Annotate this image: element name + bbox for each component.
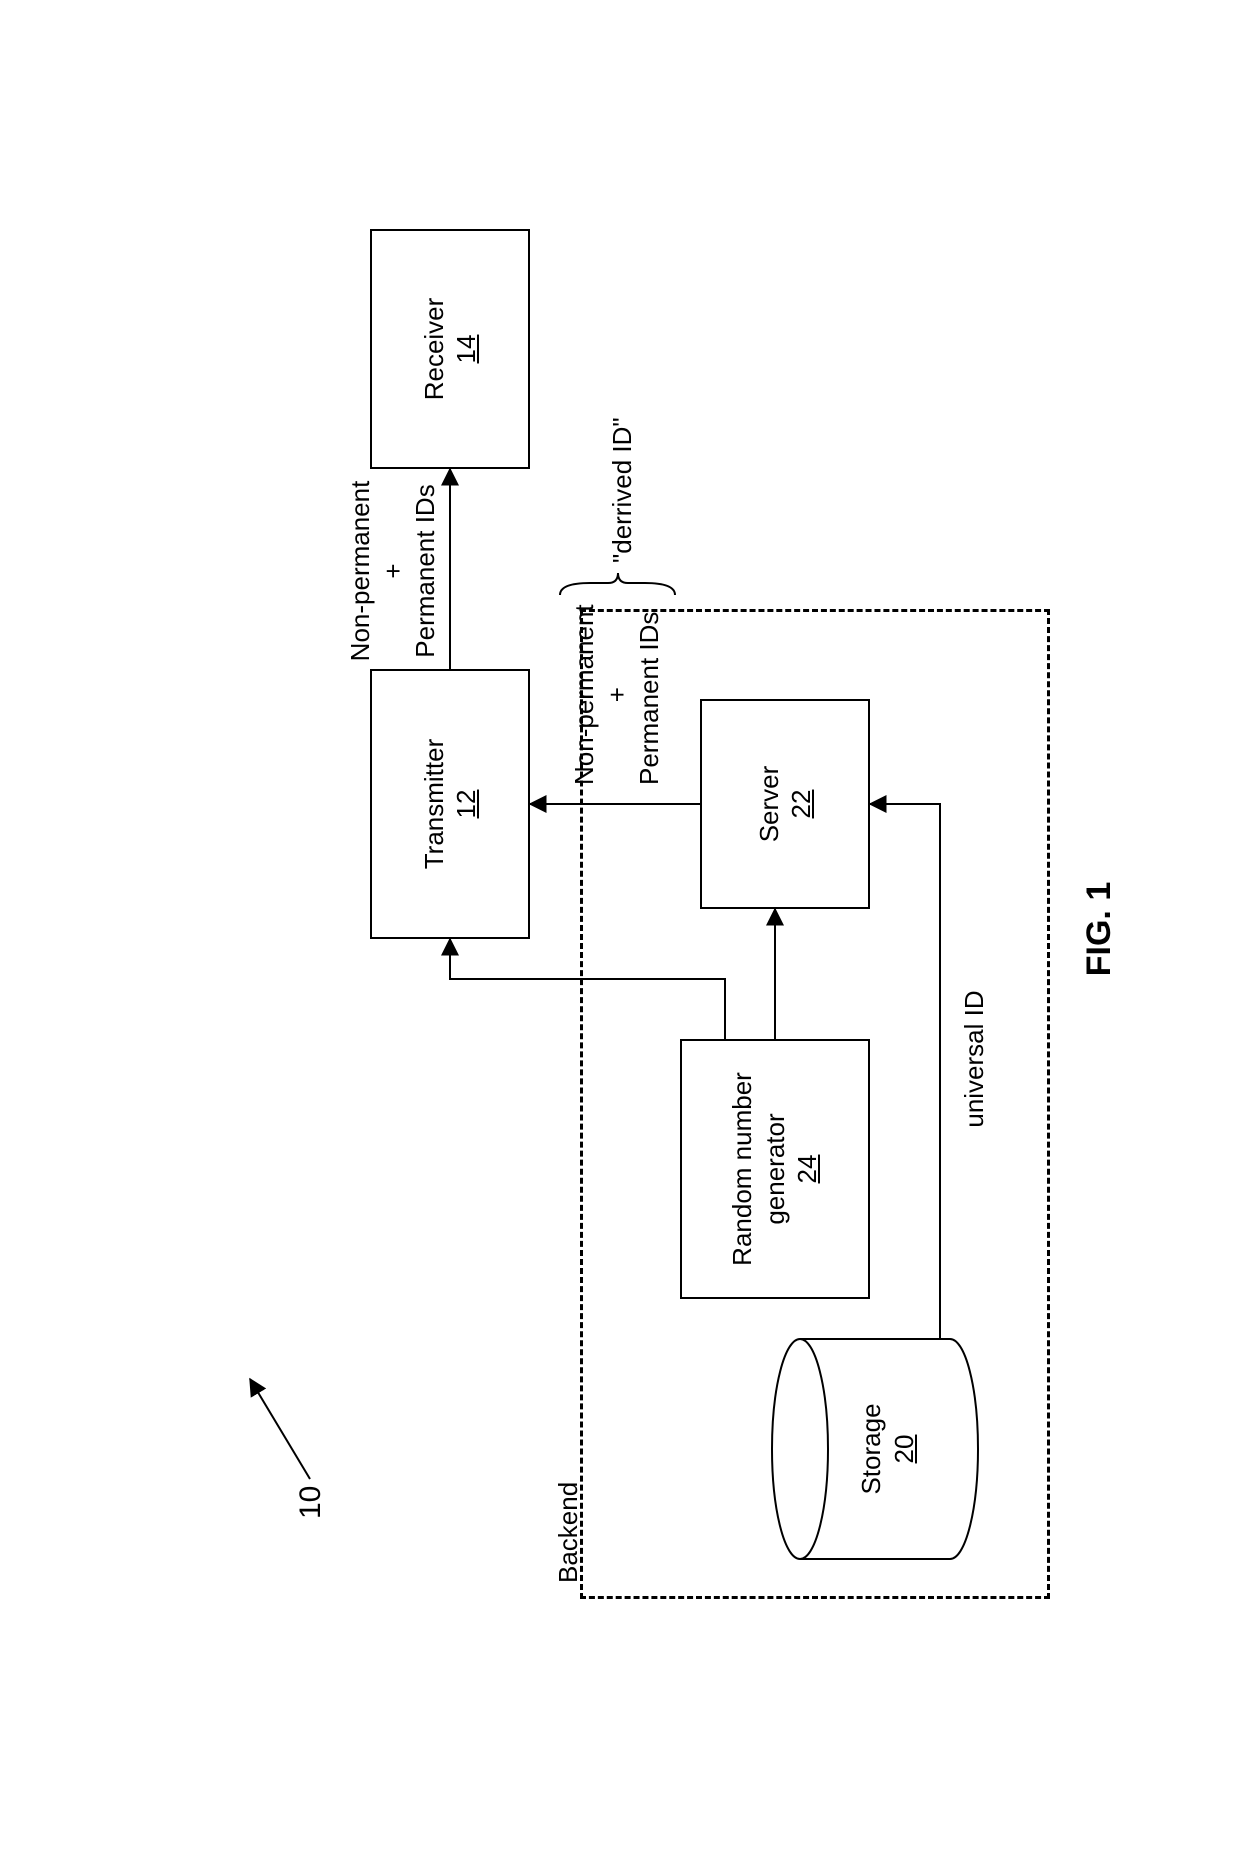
- server-node: Server 22: [700, 699, 870, 909]
- transmitter-num: 12: [450, 790, 483, 819]
- edge-label-universal: universal ID: [958, 990, 991, 1127]
- edge-label-tx-rx: Non-permanent + Permanent IDs: [344, 481, 442, 662]
- receiver-node: Receiver 14: [370, 229, 530, 469]
- edge-label-derived: "derrived ID": [606, 417, 639, 563]
- diagram-stage: Backend Transmitter 12 Receiver 14 Rando…: [120, 179, 1120, 1679]
- transmitter-node: Transmitter 12: [370, 669, 530, 939]
- receiver-label: Receiver: [418, 298, 451, 401]
- storage-label: Storage 20: [855, 1403, 920, 1494]
- server-num: 22: [785, 790, 818, 819]
- transmitter-label: Transmitter: [418, 739, 451, 870]
- receiver-num: 14: [450, 335, 483, 364]
- rng-label-2: generator: [759, 1113, 792, 1224]
- rng-num: 24: [791, 1155, 824, 1184]
- rng-node: Random number generator 24: [680, 1039, 870, 1299]
- edge-label-server-tx: Non-permanent + Permanent IDs: [568, 604, 666, 785]
- rng-label-1: Random number: [726, 1072, 759, 1266]
- server-label: Server: [753, 766, 786, 843]
- backend-label: Backend: [552, 1482, 585, 1583]
- figure-title: FIG. 1: [1080, 882, 1119, 976]
- system-ref: 10: [292, 1486, 330, 1519]
